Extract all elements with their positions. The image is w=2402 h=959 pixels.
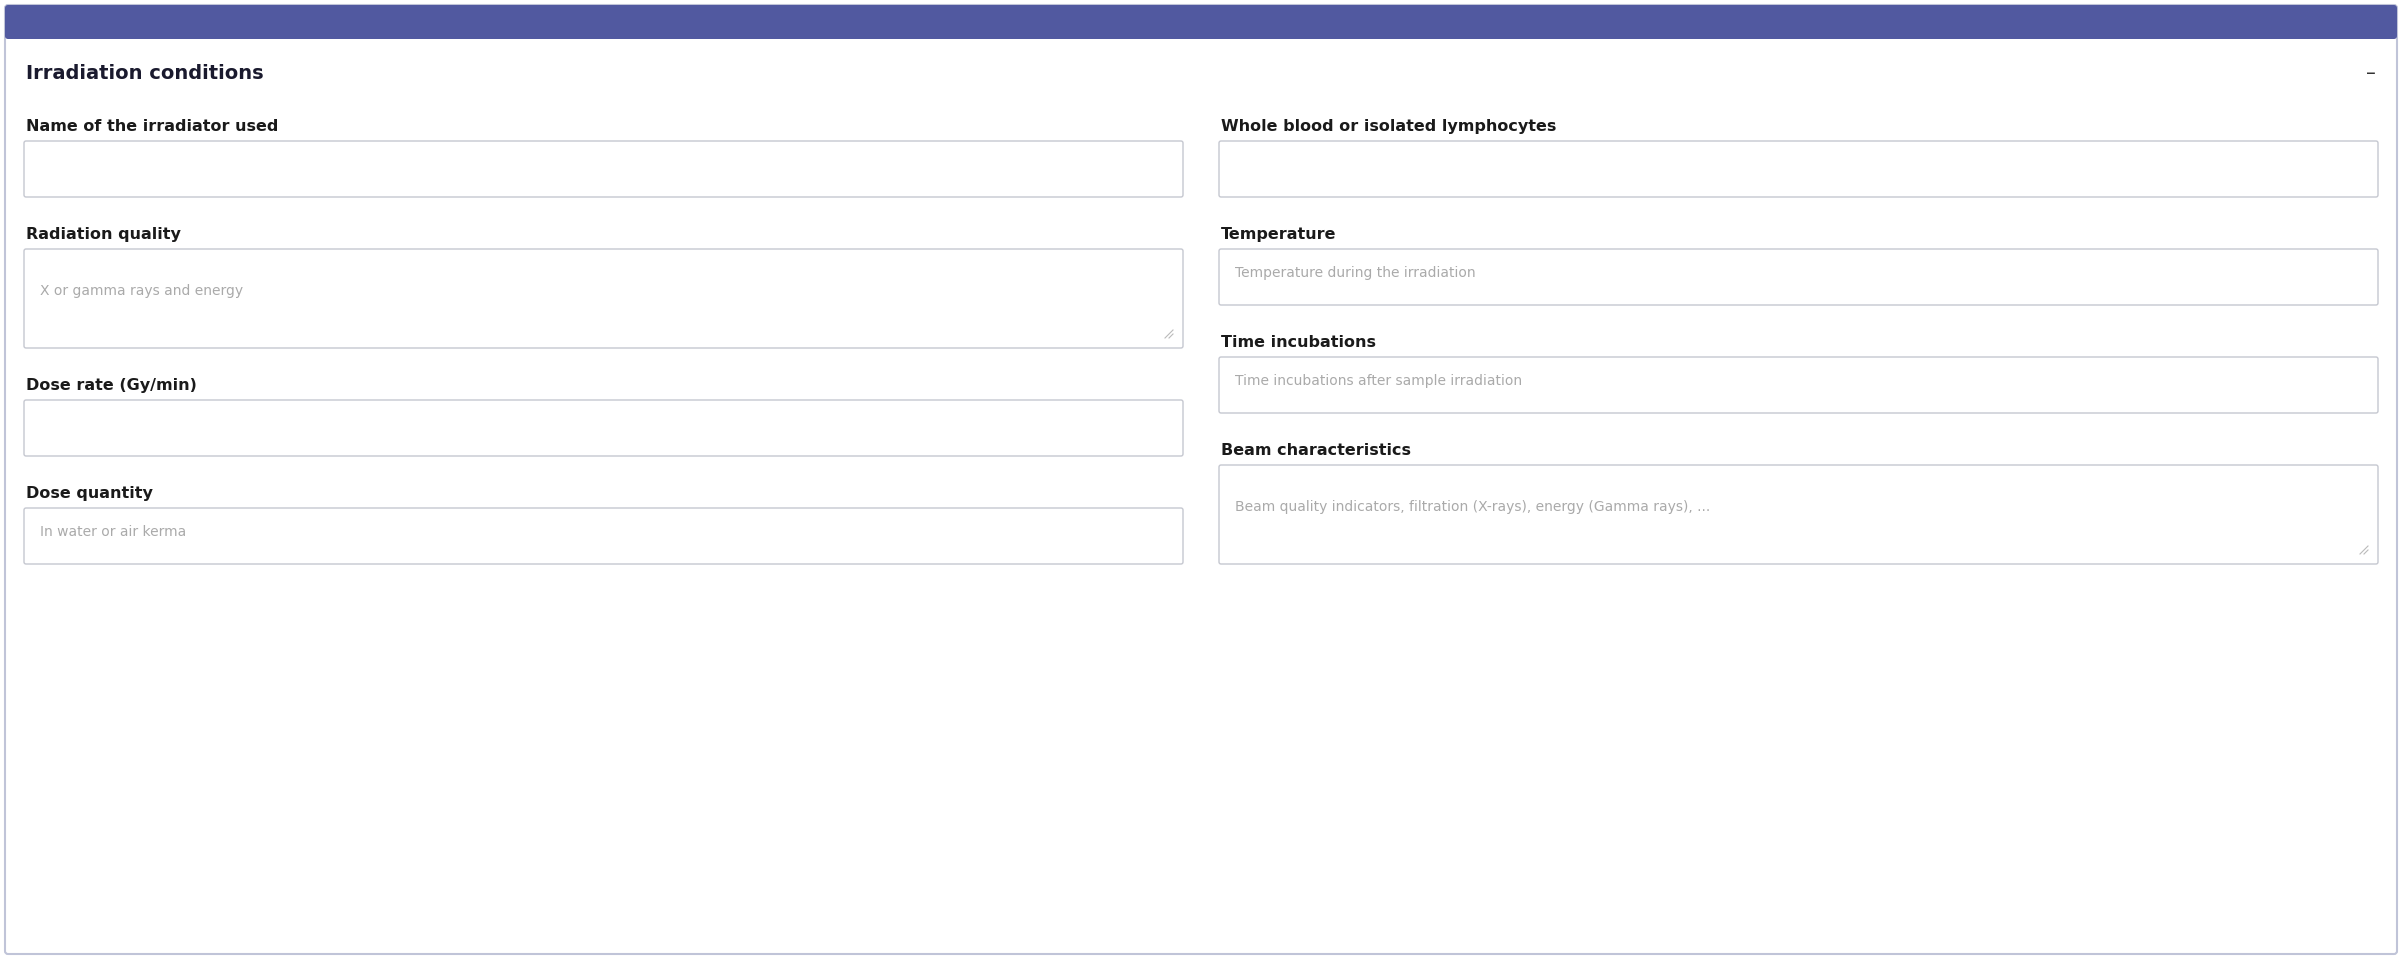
Text: X or gamma rays and energy: X or gamma rays and energy — [41, 284, 243, 298]
Text: In water or air kerma: In water or air kerma — [41, 525, 187, 539]
Text: Time incubations after sample irradiation: Time incubations after sample irradiatio… — [1235, 374, 1523, 387]
FancyBboxPatch shape — [24, 249, 1184, 348]
Bar — [7, 8, 2395, 36]
Text: –: – — [2366, 64, 2376, 83]
Text: Dose quantity: Dose quantity — [26, 486, 154, 501]
Text: Name of the irradiator used: Name of the irradiator used — [26, 119, 279, 134]
Text: Temperature during the irradiation: Temperature during the irradiation — [1235, 266, 1475, 280]
FancyBboxPatch shape — [5, 5, 2397, 39]
Text: Whole blood or isolated lymphocytes: Whole blood or isolated lymphocytes — [1220, 119, 1556, 134]
FancyBboxPatch shape — [24, 400, 1184, 456]
FancyBboxPatch shape — [5, 5, 2397, 954]
Text: Dose rate (Gy/min): Dose rate (Gy/min) — [26, 378, 197, 393]
Text: Irradiation conditions: Irradiation conditions — [26, 64, 264, 83]
FancyBboxPatch shape — [1218, 465, 2378, 564]
Text: Temperature: Temperature — [1220, 227, 1336, 242]
FancyBboxPatch shape — [1218, 357, 2378, 413]
FancyBboxPatch shape — [24, 141, 1184, 197]
Text: Beam characteristics: Beam characteristics — [1220, 443, 1410, 458]
Bar — [7, 30, 2395, 36]
FancyBboxPatch shape — [1218, 141, 2378, 197]
Text: Time incubations: Time incubations — [1220, 335, 1376, 350]
Text: Beam quality indicators, filtration (X-rays), energy (Gamma rays), ...: Beam quality indicators, filtration (X-r… — [1235, 500, 1710, 514]
FancyBboxPatch shape — [1218, 249, 2378, 305]
Text: Radiation quality: Radiation quality — [26, 227, 180, 242]
FancyBboxPatch shape — [24, 508, 1184, 564]
